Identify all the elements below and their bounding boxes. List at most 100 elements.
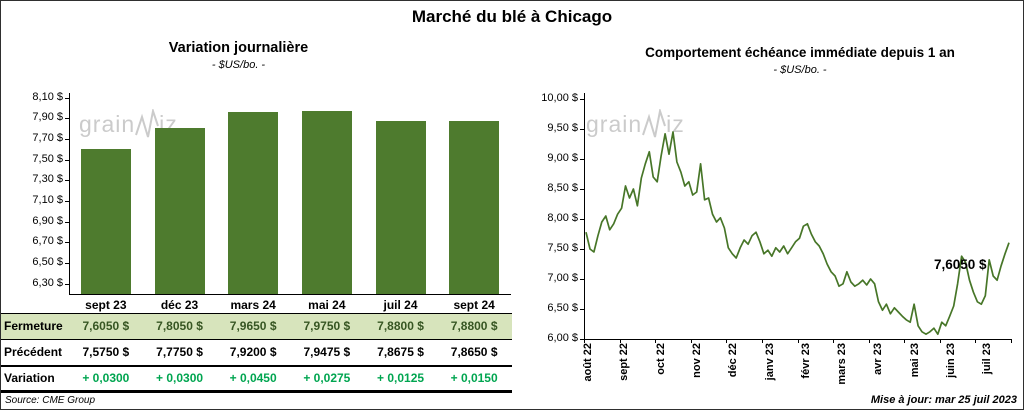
- table-row-label: Précédent: [4, 345, 63, 359]
- line-x-tick: [726, 339, 728, 343]
- bar-y-tick: [65, 118, 69, 120]
- bar-y-tick-label: 7,10 $: [32, 194, 63, 206]
- line-x-month-label: janv 23: [763, 343, 776, 381]
- line-x-month-label: févr 23: [799, 343, 812, 379]
- line-x-month-label: oct 22: [654, 343, 667, 375]
- line-x-tick: [868, 339, 870, 343]
- line-x-tick: [761, 339, 763, 343]
- table-cell: 7,8800 $: [377, 319, 424, 333]
- table-border: [1, 390, 512, 393]
- bar-y-axis-line: [69, 93, 70, 295]
- line-y-tick: [580, 219, 584, 220]
- line-y-tick: [580, 99, 584, 100]
- line-y-tick: [580, 249, 584, 250]
- chart-peak-icon: [642, 109, 667, 138]
- bar-column: [154, 128, 205, 294]
- table-cell: + 0,0300: [82, 371, 130, 385]
- bar-chart-subtitle: - $US/bo. -: [211, 59, 266, 71]
- bar-y-tick: [65, 242, 69, 244]
- bar-y-tick-label: 7,90 $: [32, 111, 63, 124]
- line-x-tick: [619, 339, 621, 343]
- line-x-month-label: juin 23: [945, 343, 957, 378]
- bar-column: [80, 148, 131, 294]
- bar-y-tick: [65, 180, 69, 182]
- table-cell: 7,8050 $: [156, 319, 203, 333]
- line-y-tick-label: 6,50 $: [547, 302, 578, 314]
- bar-y-tick-label: 7,70 $: [32, 132, 63, 145]
- watermark-text-grain: grain: [79, 110, 136, 137]
- line-x-month-label: avr 23: [872, 343, 885, 375]
- line-chart-title: Comportement échéance immédiate depuis 1…: [645, 45, 955, 60]
- line-x-month-label: juil 23: [981, 343, 994, 375]
- bar-y-tick: [65, 159, 69, 161]
- table-cell: 7,6050 $: [82, 319, 130, 333]
- source-note: Source: CME Group: [5, 395, 96, 406]
- table-border: [1, 365, 512, 367]
- bar-y-tick: [65, 201, 69, 202]
- line-y-tick-label: 6,00 $: [547, 332, 578, 344]
- bar-x-category-label: déc 23: [160, 298, 199, 312]
- table-cell: 7,8650 $: [450, 345, 498, 359]
- bar-y-tick-label: 6,30 $: [32, 276, 63, 289]
- line-x-tick: [690, 339, 692, 343]
- line-y-tick-label: 9,00 $: [547, 152, 578, 164]
- line-y-tick-label: 7,00 $: [547, 272, 578, 284]
- bar-column: [375, 120, 426, 294]
- line-x-month-label: nov 22: [690, 343, 703, 378]
- line-x-month-label: mai 23: [908, 343, 921, 378]
- table-border: [1, 313, 512, 314]
- line-y-tick-label: 10,00 $: [541, 92, 578, 104]
- table-cell: 7,8800 $: [450, 319, 498, 333]
- line-y-axis-line: [584, 93, 585, 340]
- bar-y-tick: [65, 97, 69, 99]
- bar-y-tick: [65, 139, 69, 141]
- update-date: Mise à jour: mar 25 juil 2023: [870, 394, 1017, 406]
- table-cell: 7,9475 $: [303, 345, 351, 359]
- table-cell: + 0,0150: [450, 371, 498, 385]
- table-row-label: Fermeture: [4, 319, 63, 333]
- table-cell: 7,7750 $: [156, 345, 203, 359]
- table-cell: 7,9650 $: [229, 319, 277, 333]
- line-y-tick-label: 8,50 $: [547, 182, 578, 194]
- bar-x-category-label: sept 24: [453, 298, 495, 312]
- line-y-tick: [580, 279, 584, 280]
- table-cell: 7,8675 $: [377, 345, 424, 359]
- line-x-tick: [939, 339, 941, 343]
- bar-x-category-label: sept 23: [85, 298, 127, 312]
- bar-chart-title: Variation journalière: [168, 40, 309, 56]
- watermark-text-iz: iz: [666, 110, 685, 137]
- line-x-tick: [797, 339, 799, 343]
- line-y-tick: [580, 309, 584, 310]
- bar-y-tick-label: 7,30 $: [32, 173, 63, 186]
- grainwiz-watermark-right: grain iz: [586, 109, 685, 139]
- table-cell: + 0,0450: [229, 371, 277, 385]
- bar-y-tick: [65, 283, 69, 285]
- bar-x-category-label: mars 24: [230, 298, 276, 312]
- watermark-text-grain: grain: [586, 110, 643, 137]
- page-title: Marché du blé à Chicago: [411, 7, 613, 26]
- line-x-month-label: mars 23: [836, 343, 849, 385]
- bar-x-axis-line: [69, 294, 511, 295]
- bar-y-tick-label: 7,50 $: [32, 152, 63, 165]
- bar-y-tick-label: 8,10 $: [32, 90, 63, 103]
- line-x-tick: [584, 339, 585, 343]
- line-x-tick: [655, 339, 657, 343]
- table-cell: 7,9750 $: [303, 319, 351, 333]
- line-x-tick: [904, 339, 906, 343]
- line-y-tick: [580, 189, 584, 190]
- table-row-label: Variation: [4, 371, 55, 385]
- line-x-tick: [1011, 339, 1012, 343]
- table-cell: + 0,0275: [303, 371, 351, 385]
- bar-column: [301, 110, 352, 294]
- line-x-tick: [833, 339, 835, 343]
- bar-y-tick-label: 6,70 $: [32, 235, 63, 248]
- table-cell: + 0,0125: [377, 371, 425, 385]
- line-y-tick: [580, 159, 584, 160]
- line-x-month-label: déc 22: [727, 343, 740, 378]
- line-x-month-label: sept 22: [618, 343, 631, 381]
- bar-y-tick-label: 6,90 $: [32, 214, 63, 227]
- price-line-svg: [585, 131, 1010, 336]
- line-y-tick-label: 8,00 $: [547, 212, 578, 224]
- table-cell: 7,5750 $: [82, 345, 130, 359]
- price-line: [585, 131, 1010, 336]
